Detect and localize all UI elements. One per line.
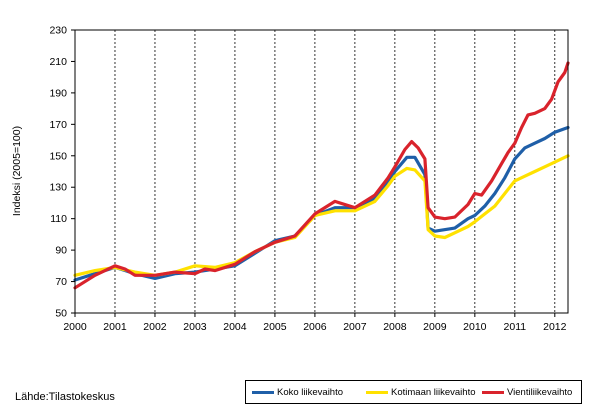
legend-swatch-koko — [252, 390, 274, 394]
legend-label-kotimaan: Kotimaan liikevaihto — [391, 387, 476, 398]
x-tick-label-2008: 2008 — [383, 321, 407, 333]
y-tick-label-210: 210 — [49, 56, 67, 68]
legend-item-koko: Koko liikevaihto — [252, 386, 343, 400]
series-line-1 — [73, 154, 570, 277]
x-tick-label-2009: 2009 — [423, 321, 447, 333]
y-tick-label-50: 50 — [55, 308, 67, 320]
legend-label-koko: Koko liikevaihto — [277, 387, 344, 398]
y-tick-label-230: 230 — [49, 25, 67, 37]
source-note: Lähde:Tilastokeskus — [15, 391, 115, 403]
x-tick-label-2011: 2011 — [504, 321, 527, 333]
series-line-0 — [73, 125, 570, 282]
y-tick-label-170: 170 — [49, 119, 67, 131]
axes: 50 70 90 110 130 150 170 190 210 230 2000 2001 2002 2… — [49, 25, 569, 333]
y-tick-label-130: 130 — [49, 182, 67, 194]
x-tick-label-2010: 2010 — [463, 321, 487, 333]
legend-label-vienti: Vientiliikevaihto — [507, 387, 573, 398]
y-axis-label: Indeksi (2005=100) — [11, 126, 23, 216]
y-tick-label-110: 110 — [50, 213, 67, 225]
x-tick-label-2004: 2004 — [223, 321, 247, 333]
series-line-2 — [73, 61, 570, 290]
x-tick-label-2006: 2006 — [303, 321, 327, 333]
x-tick-label-2000: 2000 — [63, 321, 87, 333]
x-tick-label-2012: 2012 — [543, 321, 567, 333]
legend-item-kotimaan: Kotimaan liikevaihto — [366, 386, 476, 400]
x-tick-label-2002: 2002 — [143, 321, 167, 333]
y-tick-label-90: 90 — [55, 245, 67, 257]
x-tick-label-2003: 2003 — [183, 321, 207, 333]
x-tick-label-2001: 2001 — [103, 321, 127, 333]
legend: Koko liikevaihto Kotimaan liikevaihto Vi… — [245, 380, 582, 404]
y-tick-label-150: 150 — [49, 150, 67, 162]
x-tick-label-2005: 2005 — [263, 321, 287, 333]
legend-swatch-kotimaan — [366, 390, 388, 394]
legend-swatch-vienti — [482, 390, 504, 394]
y-tick-label-70: 70 — [55, 276, 67, 288]
plot-frame — [74, 29, 569, 314]
series-lines — [73, 61, 570, 290]
legend-item-vienti: Vientiliikevaihto — [482, 386, 572, 400]
x-tick-label-2007: 2007 — [343, 321, 367, 333]
y-tick-label-190: 190 — [49, 87, 67, 99]
